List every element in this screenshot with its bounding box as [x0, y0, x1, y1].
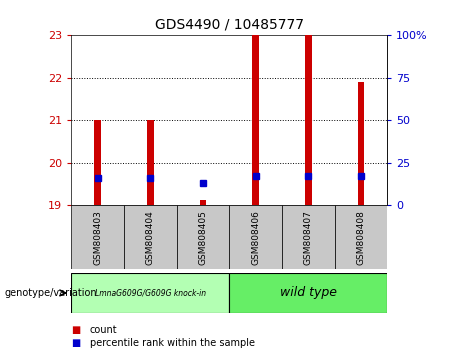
Bar	[282, 205, 335, 269]
Text: GSM808407: GSM808407	[304, 210, 313, 265]
Text: GSM808406: GSM808406	[251, 210, 260, 265]
Text: wild type: wild type	[280, 286, 337, 299]
Text: GSM808408: GSM808408	[356, 210, 366, 265]
Text: genotype/variation: genotype/variation	[5, 288, 97, 298]
Text: count: count	[90, 325, 118, 335]
Bar	[252, 35, 259, 205]
Text: GSM808403: GSM808403	[93, 210, 102, 265]
Bar	[357, 82, 364, 205]
Bar	[71, 273, 229, 313]
Bar	[147, 120, 154, 205]
Bar	[200, 200, 207, 205]
Text: ■: ■	[71, 325, 81, 335]
Bar	[229, 205, 282, 269]
Bar	[177, 205, 229, 269]
Text: LmnaG609G/G609G knock-in: LmnaG609G/G609G knock-in	[95, 289, 206, 297]
Bar	[305, 35, 312, 205]
Text: ■: ■	[71, 338, 81, 348]
Bar	[335, 205, 387, 269]
Text: GSM808404: GSM808404	[146, 210, 155, 264]
Bar	[229, 273, 387, 313]
Title: GDS4490 / 10485777: GDS4490 / 10485777	[155, 17, 304, 32]
Text: GSM808405: GSM808405	[199, 210, 207, 265]
Text: percentile rank within the sample: percentile rank within the sample	[90, 338, 255, 348]
Bar	[95, 120, 101, 205]
Bar	[124, 205, 177, 269]
Bar	[71, 205, 124, 269]
